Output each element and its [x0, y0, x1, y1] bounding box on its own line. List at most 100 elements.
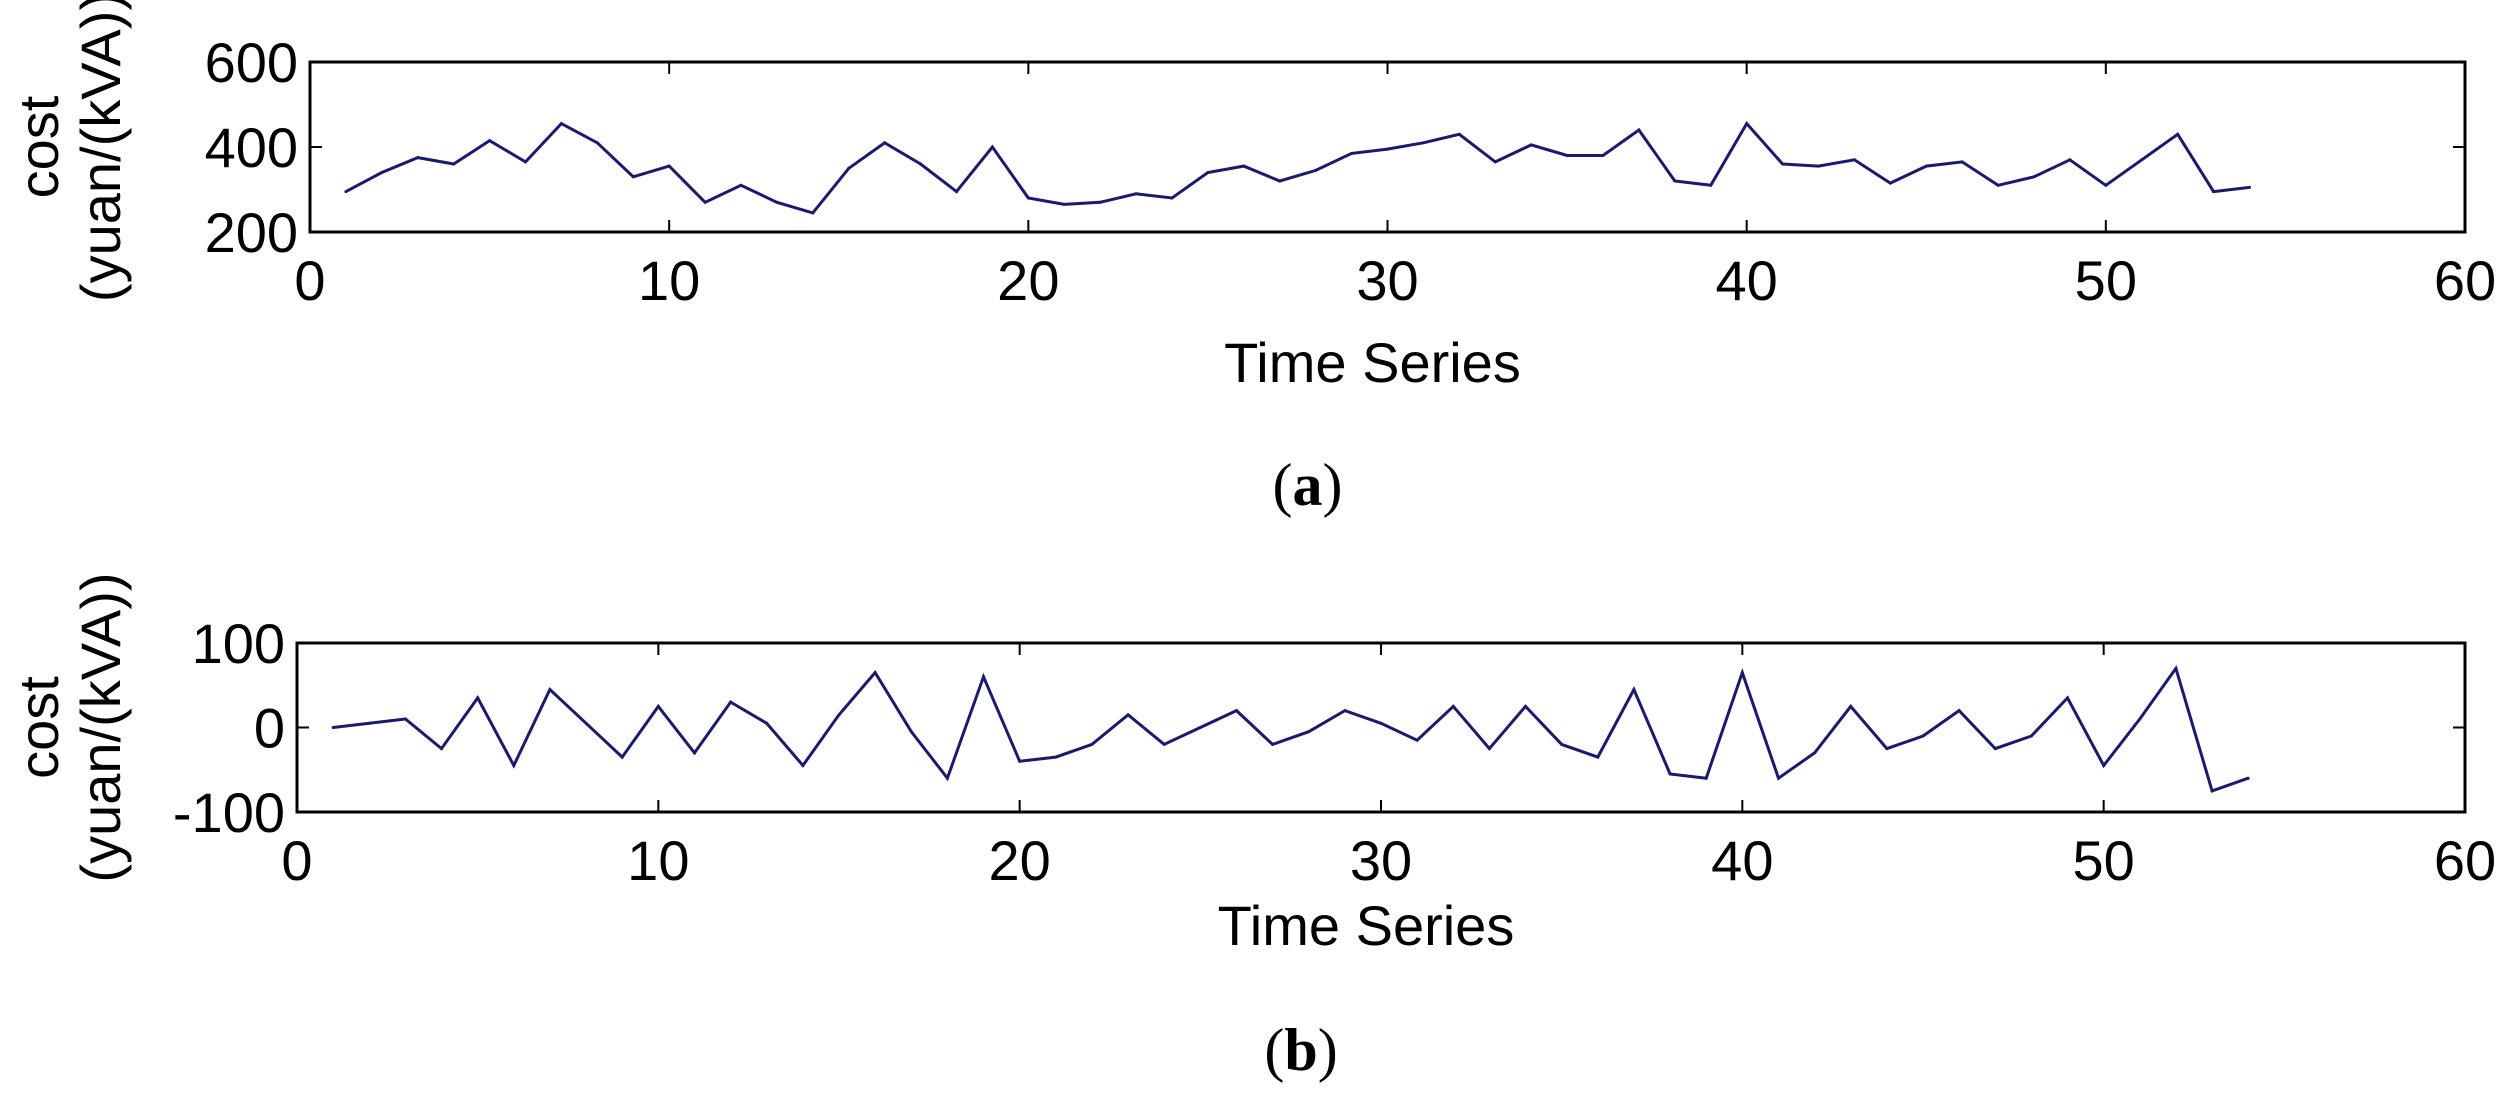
- x-tick-label: 10: [627, 829, 689, 892]
- data-point: [2138, 717, 2142, 721]
- panel-label: (a): [1273, 452, 1343, 518]
- data-point: [1206, 171, 1210, 174]
- data-point: [488, 139, 492, 143]
- data-point: [1098, 200, 1102, 204]
- data-point: [1637, 128, 1641, 132]
- data-point: [1457, 132, 1461, 136]
- data-point: [729, 700, 733, 704]
- data-point: [1493, 160, 1497, 164]
- data-point: [1921, 734, 1925, 738]
- data-point: [1451, 704, 1455, 708]
- data-point: [440, 747, 444, 751]
- x-tick-label: 30: [1356, 249, 1418, 312]
- data-point: [2212, 190, 2216, 194]
- data-point: [1415, 738, 1419, 742]
- data-point: [1487, 747, 1491, 751]
- data-point: [1849, 704, 1853, 708]
- data-point: [2102, 764, 2106, 768]
- data-point: [1996, 183, 2000, 187]
- data-point: [1776, 776, 1780, 780]
- x-axis-title: Time Series: [1224, 331, 1521, 394]
- data-point: [1379, 721, 1383, 725]
- data-point: [1271, 742, 1275, 746]
- data-point: [476, 696, 480, 700]
- data-point: [847, 166, 851, 170]
- data-point: [1565, 154, 1569, 157]
- data-point: [595, 141, 599, 145]
- x-axis-title: Time Series: [1218, 894, 1515, 957]
- data-point: [452, 162, 456, 166]
- data-point: [775, 200, 779, 204]
- data-point: [1596, 755, 1600, 759]
- data-point: [331, 726, 335, 729]
- data-point: [367, 721, 371, 725]
- data-point: [765, 721, 769, 725]
- data-point: [2066, 696, 2070, 700]
- data-point: [837, 713, 841, 717]
- y-axis-title-line2: (yuan/(kVA)): [69, 0, 132, 302]
- data-point: [1885, 747, 1889, 751]
- y-tick-label: -100: [173, 781, 285, 844]
- panel-label-open: (: [1264, 1017, 1284, 1083]
- data-point: [1817, 164, 1820, 168]
- data-point: [2176, 132, 2180, 136]
- x-tick-label: 50: [2073, 829, 2135, 892]
- data-point: [2032, 175, 2036, 179]
- data-point: [909, 730, 913, 734]
- panel-label-close: ): [1323, 452, 1343, 518]
- data-point: [1198, 726, 1202, 729]
- data-point: [1529, 143, 1533, 147]
- x-tick-label: 10: [638, 249, 700, 312]
- data-point: [1957, 709, 1961, 713]
- y-tick-label: 200: [205, 201, 298, 264]
- y-axis-title-line1: cost: [7, 95, 70, 198]
- x-tick-label: 0: [294, 249, 325, 312]
- data-point: [1343, 709, 1347, 713]
- data-point: [1781, 162, 1785, 166]
- data-point: [2104, 183, 2108, 187]
- y-tick-label: 0: [254, 697, 285, 760]
- panel-label-open: (: [1273, 452, 1293, 518]
- data-point: [344, 190, 348, 194]
- data-point: [1709, 183, 1713, 187]
- data-point: [1421, 141, 1425, 145]
- x-tick-label: 60: [2434, 249, 2496, 312]
- data-point: [1745, 122, 1749, 126]
- data-point: [1386, 147, 1389, 151]
- series-line: [332, 665, 2249, 793]
- data-point: [1090, 742, 1094, 746]
- data-point: [667, 164, 671, 168]
- data-point: [2210, 789, 2214, 793]
- data-point: [403, 717, 407, 721]
- data-point: [656, 704, 660, 708]
- panel-label: (b): [1264, 1017, 1337, 1083]
- data-point: [524, 160, 527, 164]
- y-axis-title: cost(yuan/(kVA)): [7, 0, 132, 302]
- data-point: [801, 764, 805, 768]
- y-tick-label: 600: [205, 31, 298, 94]
- y-axis-title-line1: cost: [7, 676, 70, 779]
- data-point: [1350, 151, 1354, 155]
- plot-frame: [308, 60, 2467, 234]
- data-point: [1924, 164, 1928, 168]
- data-point: [1632, 687, 1636, 691]
- data-point: [1888, 181, 1892, 185]
- x-tick-label: 40: [1716, 249, 1778, 312]
- data-point: [631, 175, 635, 179]
- data-point: [2068, 158, 2072, 162]
- data-point: [548, 687, 552, 691]
- y-tick-label: 100: [192, 612, 285, 675]
- series-line: [345, 121, 2250, 215]
- data-point: [1960, 160, 1964, 164]
- data-point: [2029, 734, 2033, 738]
- data-point: [1740, 671, 1744, 675]
- data-point: [620, 755, 624, 759]
- data-point: [1704, 776, 1708, 780]
- data-point: [1054, 755, 1058, 759]
- data-point: [1524, 704, 1528, 708]
- data-point: [1307, 730, 1311, 734]
- data-point: [380, 171, 384, 174]
- data-point: [703, 200, 707, 204]
- data-point: [1134, 192, 1138, 196]
